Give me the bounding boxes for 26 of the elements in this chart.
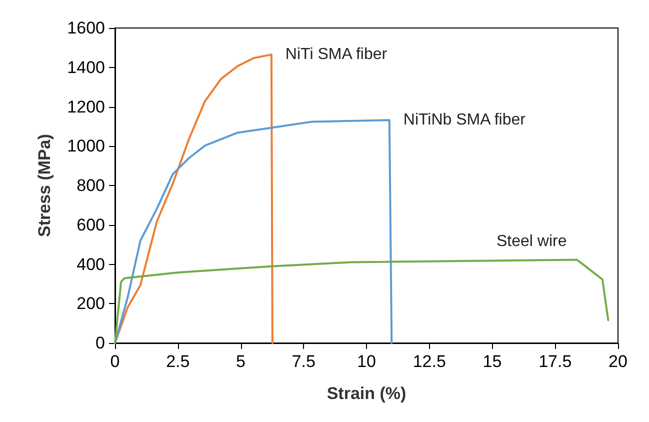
y-tick-label: 800	[76, 176, 105, 195]
x-tick-label: 17.5	[538, 352, 572, 371]
y-axis-title: Stress (MPa)	[35, 134, 54, 237]
x-tick-label: 0	[110, 352, 120, 371]
y-tick-label: 400	[76, 254, 105, 274]
series-label: Steel wire	[496, 233, 567, 250]
series-label: NiTi SMA fiber	[285, 46, 388, 64]
line-series	[114, 54, 274, 344]
y-tick-label: 200	[76, 294, 105, 314]
x-tick-label: 12.5	[412, 352, 446, 371]
x-tick-label: 5	[236, 352, 246, 371]
y-tick-label: 1600	[67, 18, 105, 38]
x-axis-title: Strain (%)	[326, 384, 406, 403]
x-tick-label: 15	[482, 352, 502, 371]
y-tick-label: 600	[76, 215, 105, 234]
y-tick-label: 1000	[67, 136, 105, 156]
x-tick-label: 2.5	[166, 352, 190, 371]
line-series	[114, 258, 610, 344]
y-tick-label: 0	[96, 334, 105, 352]
y-tick-label: 1400	[67, 58, 105, 77]
x-tick-label: 20	[608, 352, 628, 371]
series-label: NiTiNb SMA fiber	[403, 112, 526, 129]
x-tick-label: 7.5	[292, 352, 316, 371]
x-tick-label: 10	[357, 352, 376, 371]
y-tick-label: 1200	[67, 97, 105, 116]
line-series	[114, 119, 393, 344]
